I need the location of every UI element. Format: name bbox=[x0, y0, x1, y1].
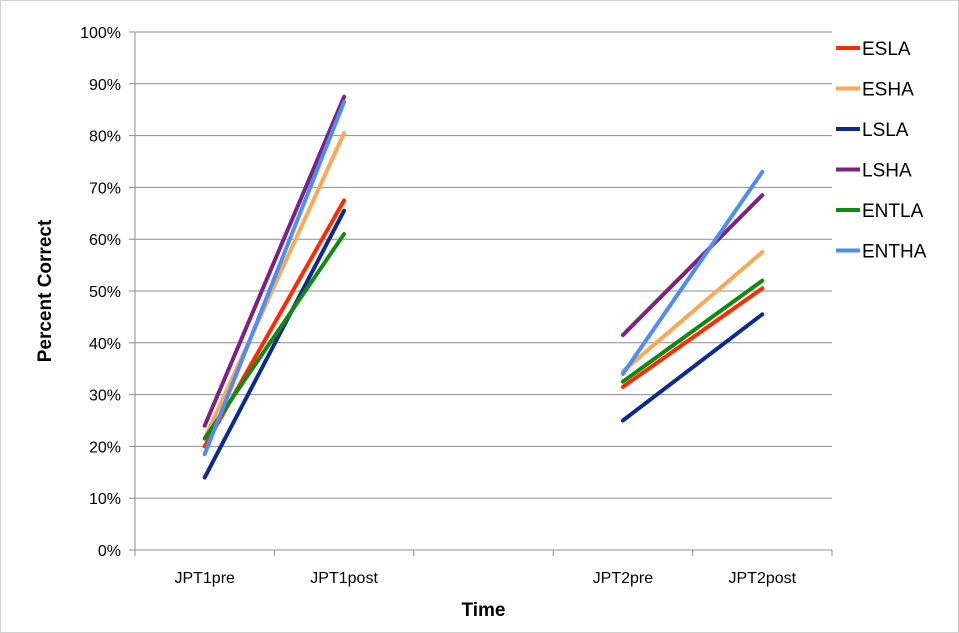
series-line-lsla bbox=[202, 208, 347, 480]
y-tick-label: 10% bbox=[89, 491, 121, 508]
series-line-lsha bbox=[202, 94, 347, 428]
x-tick-label: JPT1pre bbox=[174, 570, 235, 587]
legend-label-esla: ESLA bbox=[862, 39, 911, 60]
series-line-esha bbox=[202, 131, 347, 441]
legend-label-lsha: LSHA bbox=[862, 161, 912, 182]
x-tick-labels: JPT1pre JPT1post JPT2pre JPT2post bbox=[174, 570, 796, 587]
series-line-esha bbox=[620, 250, 765, 374]
axes bbox=[129, 31, 833, 556]
legend-label-lsla: LSLA bbox=[862, 120, 909, 141]
series-line-lsha bbox=[620, 193, 765, 338]
legend-label-esha: ESHA bbox=[862, 80, 914, 101]
series-line-entla bbox=[620, 278, 765, 384]
y-tick-label: 60% bbox=[89, 232, 121, 249]
gridlines bbox=[135, 31, 832, 499]
legend-label-entha: ENTHA bbox=[862, 242, 927, 263]
y-tick-label: 20% bbox=[89, 439, 121, 456]
y-tick-label: 30% bbox=[89, 388, 121, 405]
x-axis-title: Time bbox=[461, 600, 505, 621]
y-tick-label: 50% bbox=[89, 284, 121, 301]
series-line-lsla bbox=[620, 312, 765, 423]
y-tick-label: 0% bbox=[98, 543, 121, 560]
series-lines bbox=[202, 94, 765, 480]
legend: ESLA ESHA LSLA LSHA ENTLA ENTHA bbox=[836, 39, 927, 263]
y-tick-label: 90% bbox=[89, 77, 121, 94]
y-tick-label: 40% bbox=[89, 336, 121, 353]
x-tick-label: JPT2pre bbox=[593, 570, 654, 587]
legend-label-entla: ENTLA bbox=[862, 201, 924, 222]
series-line-entla bbox=[202, 232, 347, 441]
y-tick-label: 70% bbox=[89, 180, 121, 197]
y-tick-label: 100% bbox=[80, 25, 121, 42]
series-line-entha bbox=[202, 99, 347, 457]
x-tick-label: JPT2post bbox=[729, 570, 797, 587]
y-tick-labels: 0% 10% 20% 30% 40% 50% 60% 70% 80% 90% 100% bbox=[80, 25, 121, 560]
y-axis-title: Percent Correct bbox=[35, 219, 56, 362]
y-tick-label: 80% bbox=[89, 129, 121, 146]
series-line-entha bbox=[620, 169, 765, 376]
x-tick-label: JPT1post bbox=[310, 570, 378, 587]
series-line-esla bbox=[620, 286, 765, 389]
